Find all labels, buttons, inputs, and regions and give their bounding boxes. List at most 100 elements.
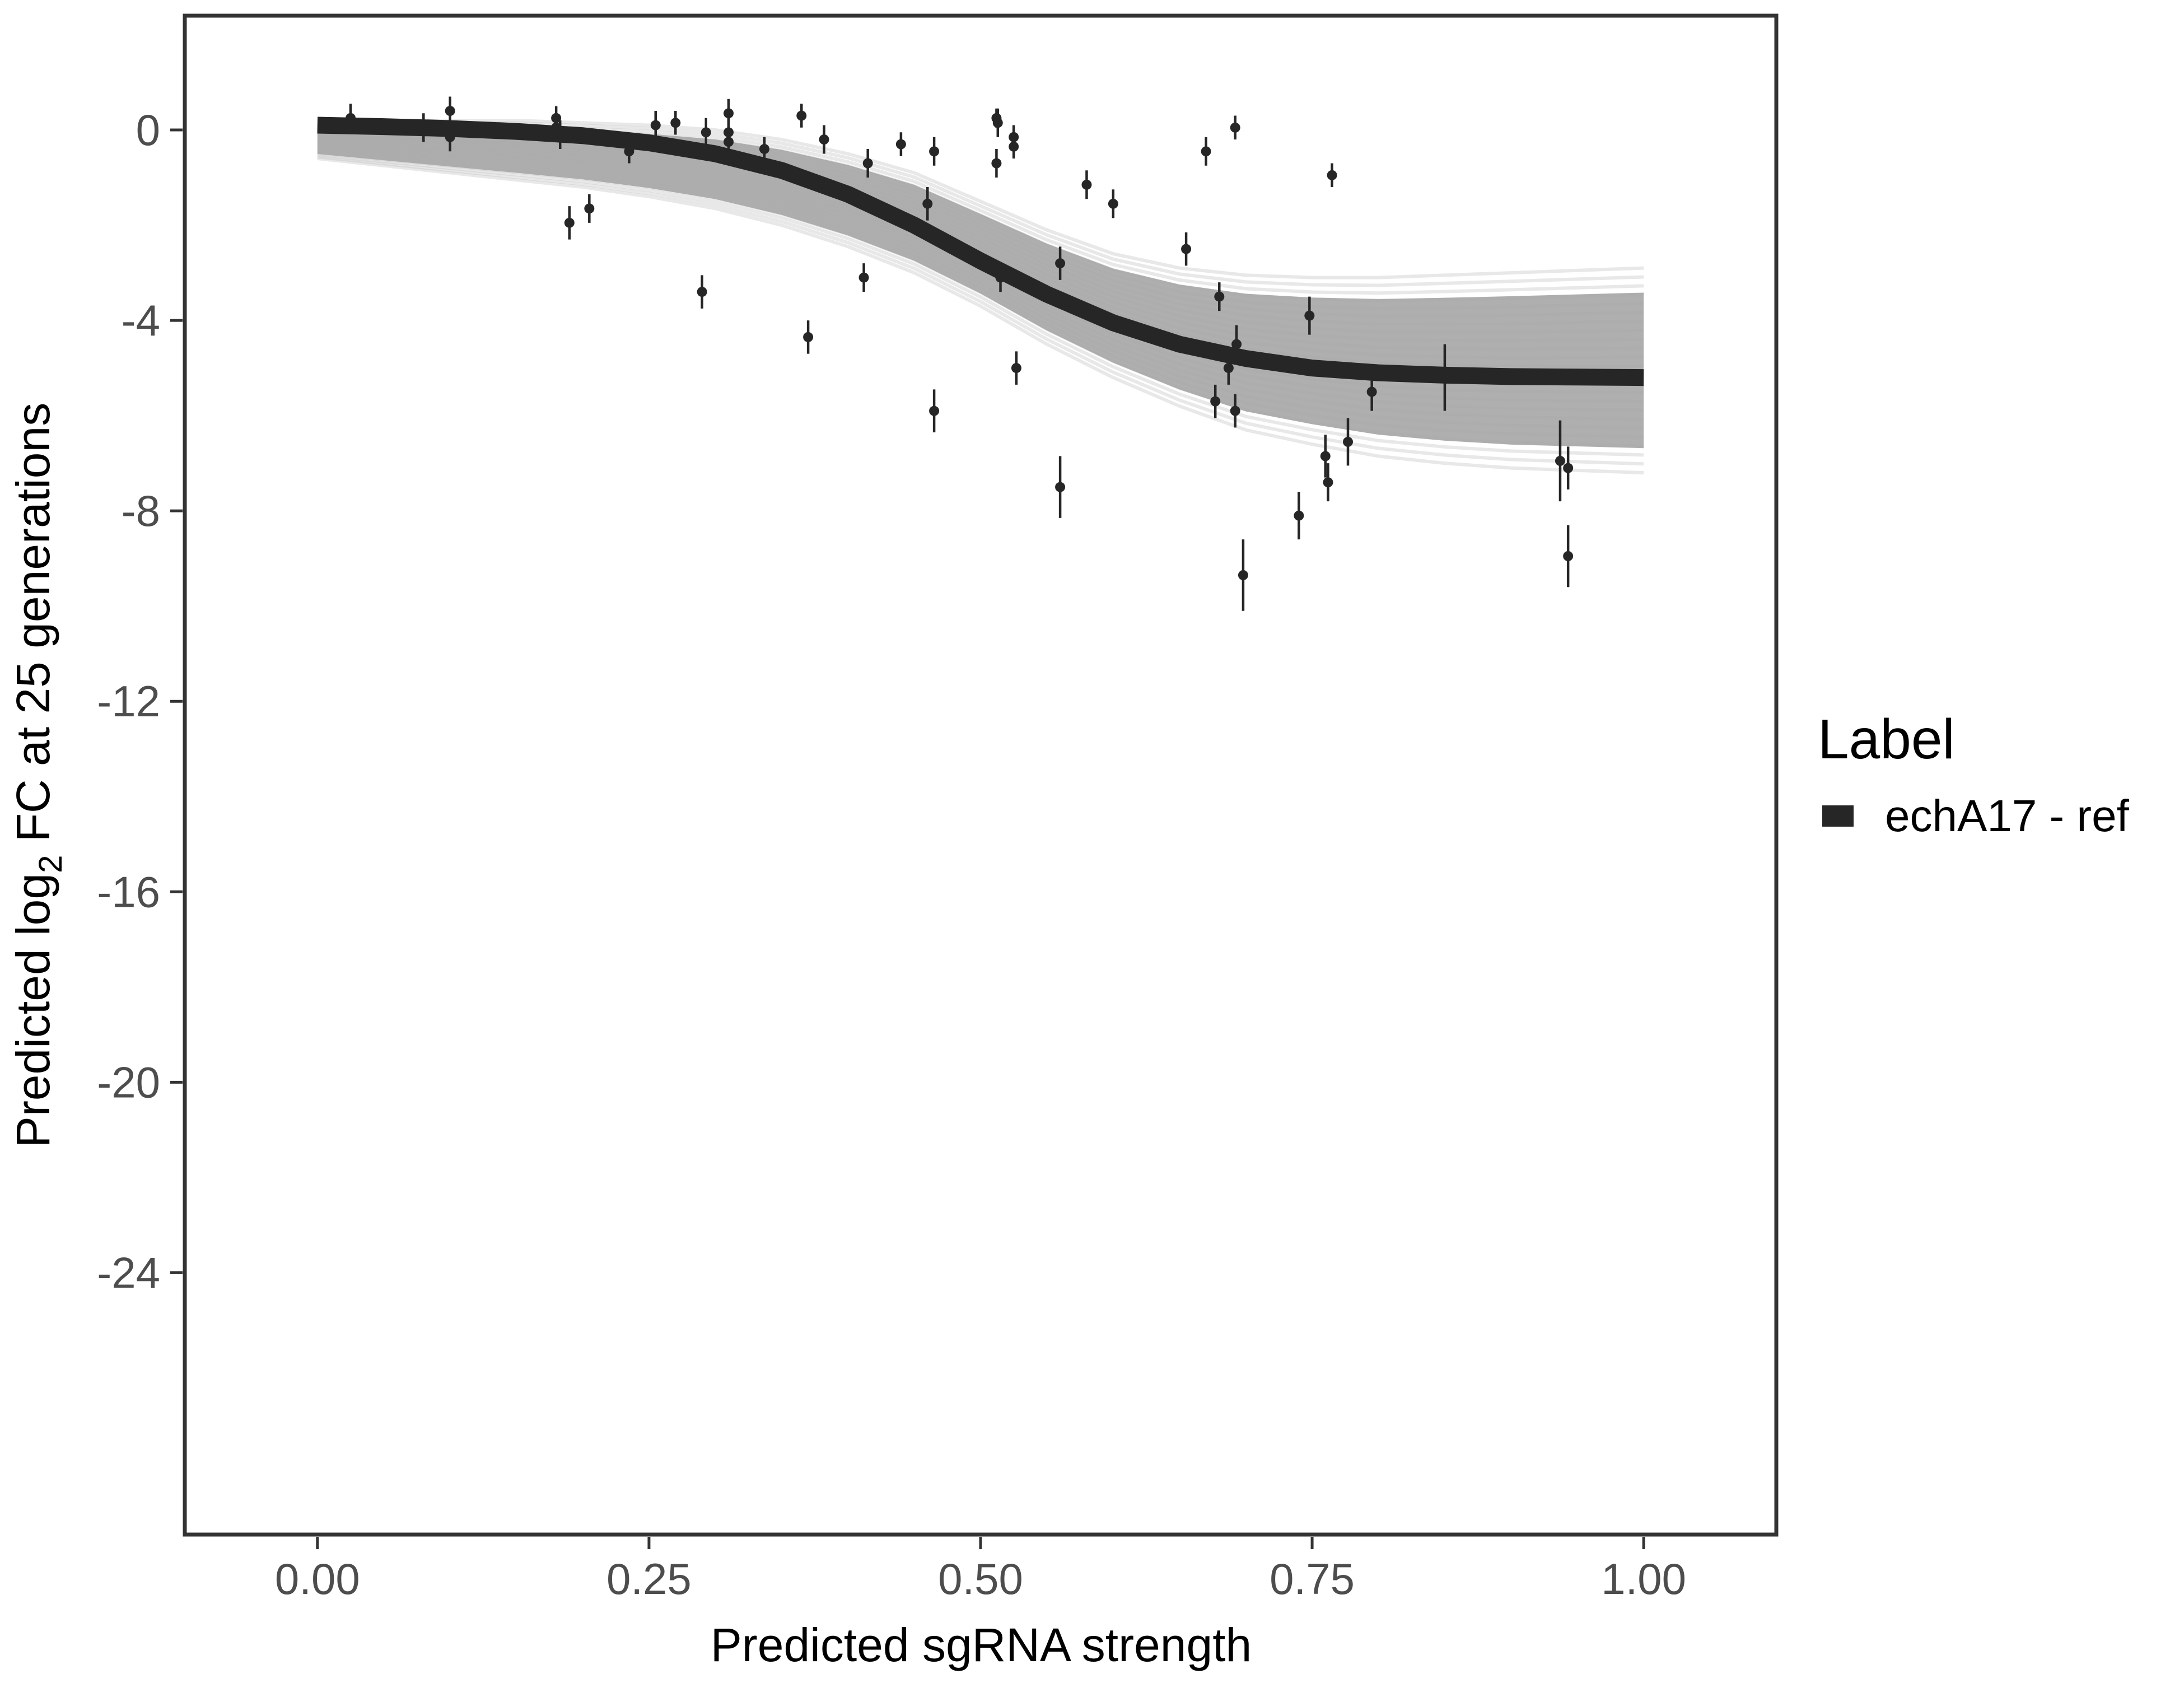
data-point (1323, 463, 1333, 502)
data-point (624, 139, 634, 164)
data-point (445, 123, 455, 152)
point-marker (724, 137, 734, 147)
data-point (1320, 435, 1331, 478)
data-point (819, 125, 829, 154)
legend-label-echa17-ref: echA17 - ref (1885, 791, 2130, 841)
point-marker (445, 132, 455, 142)
x-axis: 0.00 0.25 0.50 0.75 1.00 (275, 1537, 1686, 1603)
legend-key-echa17-ref (1822, 805, 1854, 827)
x-tick-label: 0.00 (275, 1554, 360, 1603)
point-marker (555, 129, 566, 140)
y-tick-label: -8 (122, 486, 160, 535)
data-point (1181, 232, 1192, 266)
data-point (1081, 170, 1092, 199)
x-tick-label: 1.00 (1601, 1554, 1686, 1603)
point-marker (701, 127, 711, 138)
data-point (858, 263, 869, 292)
y-axis-title-prefix: Predicted log (7, 873, 59, 1148)
point-marker (1555, 455, 1565, 466)
data-point (1563, 446, 1574, 489)
point-marker (1343, 436, 1354, 447)
point-marker (1238, 570, 1248, 580)
data-point (670, 111, 681, 135)
point-marker (1214, 291, 1225, 302)
point-marker (445, 106, 455, 116)
y-axis-title-subscript: 2 (32, 855, 69, 873)
data-point (929, 137, 940, 166)
posterior-draw-line (317, 119, 1644, 279)
point-marker (1366, 386, 1377, 397)
data-point (1563, 525, 1574, 588)
data-point (1009, 134, 1019, 159)
posterior-draw-line (317, 155, 1644, 466)
data-point (445, 96, 455, 125)
point-marker (1081, 179, 1092, 190)
y-tick-label: -24 (97, 1248, 160, 1297)
data-point (1214, 282, 1225, 311)
data-point (1201, 137, 1211, 166)
point-marker (759, 144, 769, 155)
legend: Label echA17 - ref (1818, 708, 2130, 841)
point-marker (995, 272, 1006, 283)
point-marker (803, 332, 814, 342)
point-marker (624, 146, 634, 157)
point-marker (1055, 482, 1066, 492)
point-marker (862, 158, 873, 169)
point-marker (1181, 244, 1192, 254)
point-marker (1439, 372, 1450, 383)
data-point (584, 194, 595, 223)
point-marker (1231, 339, 1242, 349)
point-marker (1210, 396, 1221, 407)
y-tick-label: -20 (97, 1057, 160, 1107)
data-points-layer (346, 96, 1574, 611)
data-point (1230, 394, 1240, 428)
x-tick-label: 0.75 (1270, 1554, 1355, 1603)
data-point (995, 263, 1006, 292)
data-point (418, 113, 429, 142)
data-point (895, 132, 906, 156)
data-point (1210, 384, 1221, 418)
point-marker (1327, 170, 1337, 180)
x-tick-label: 0.25 (606, 1554, 692, 1603)
data-point (1223, 351, 1234, 385)
point-marker (1323, 477, 1333, 488)
y-axis-title: Predicted log2 FC at 25 generations (7, 403, 69, 1148)
data-point (1230, 115, 1240, 140)
y-tick-label: -4 (122, 296, 160, 345)
plot-panel-border (183, 13, 1779, 1537)
posterior-draw-line (317, 120, 1644, 287)
point-marker (929, 146, 940, 157)
data-point (803, 320, 814, 354)
y-tick-label: -16 (97, 867, 160, 916)
point-marker (922, 198, 933, 209)
uncertainty-band-layer (317, 119, 1644, 475)
posterior-draw-line (317, 157, 1644, 475)
y-axis: 0 -4 -8 -12 -16 -20 -24 (97, 105, 183, 1297)
point-marker (1320, 451, 1331, 461)
point-marker (724, 108, 734, 119)
posterior-draw-line (317, 153, 1644, 457)
y-tick-label: 0 (136, 105, 160, 155)
point-marker (1055, 258, 1066, 269)
point-marker (1108, 198, 1118, 209)
data-point (1343, 418, 1354, 466)
x-axis-title: Predicted sgRNA strength (711, 1619, 1252, 1671)
point-marker (991, 158, 1002, 169)
data-point (1238, 539, 1248, 611)
data-point (1304, 296, 1315, 335)
data-point (922, 187, 933, 221)
point-marker (819, 134, 829, 145)
point-marker (1563, 463, 1574, 473)
point-marker (1011, 363, 1021, 374)
legend-title: Label (1818, 708, 1955, 771)
point-marker (1009, 141, 1019, 152)
point-marker (697, 287, 707, 297)
fitted-curve-layer (317, 116, 1644, 386)
data-point (701, 118, 711, 147)
data-point (724, 127, 734, 156)
data-point (759, 137, 769, 161)
point-marker (1563, 551, 1574, 561)
point-marker (584, 203, 595, 214)
